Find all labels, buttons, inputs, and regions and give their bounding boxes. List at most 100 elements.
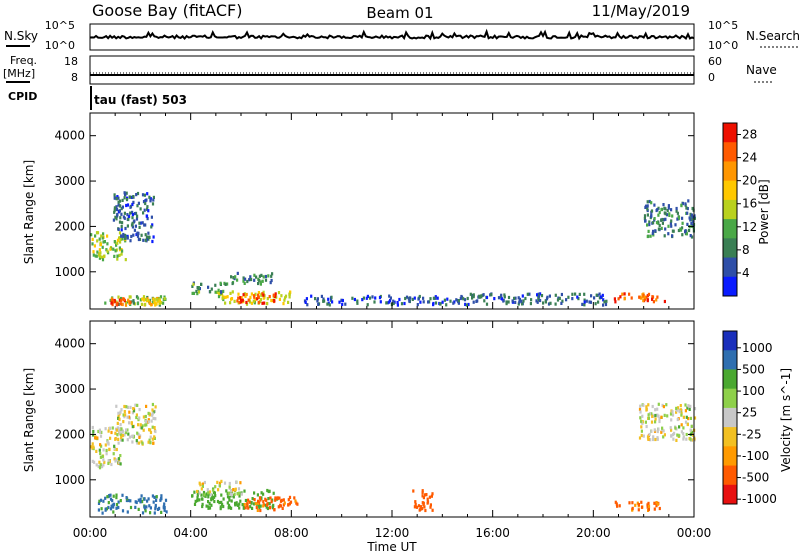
data-cell <box>669 221 672 225</box>
data-cell <box>634 503 637 507</box>
data-cell <box>425 493 428 497</box>
data-cell <box>674 223 677 227</box>
data-cell <box>105 452 108 456</box>
data-cell <box>155 495 158 499</box>
data-cell <box>152 195 155 199</box>
data-cell <box>143 193 146 197</box>
data-cell <box>524 296 527 301</box>
data-cell <box>110 430 113 435</box>
data-cell <box>125 198 129 202</box>
data-cell <box>96 239 99 243</box>
x-tick-label: 08:00 <box>274 526 309 540</box>
data-cell <box>163 508 166 512</box>
data-cell <box>646 200 649 204</box>
data-cell <box>115 197 118 201</box>
data-cell <box>637 503 640 507</box>
data-cell <box>269 281 272 285</box>
data-cell <box>684 403 687 407</box>
data-cell <box>104 508 107 512</box>
data-cell <box>646 213 649 217</box>
data-cell <box>428 495 431 499</box>
data-cell <box>143 223 146 227</box>
data-cell <box>602 303 605 307</box>
data-cell <box>258 274 261 278</box>
data-cell <box>101 511 104 515</box>
data-cell <box>118 430 121 434</box>
data-cell <box>140 302 143 306</box>
data-cell <box>121 430 124 434</box>
data-cell <box>578 292 581 296</box>
data-cell <box>654 420 657 424</box>
data-cell <box>218 484 221 488</box>
data-cell <box>140 494 143 498</box>
data-cell <box>104 427 107 431</box>
data-cell <box>691 218 694 222</box>
data-cell <box>216 499 220 504</box>
data-cell <box>269 496 272 500</box>
data-cell <box>418 508 421 512</box>
data-cell <box>284 296 287 300</box>
data-cell <box>432 296 435 300</box>
data-cell <box>241 298 244 302</box>
data-cell <box>120 427 123 431</box>
data-cell <box>118 253 121 257</box>
data-cell <box>681 216 684 220</box>
data-cell <box>162 504 165 509</box>
data-cell <box>614 300 617 304</box>
data-cell <box>228 498 231 502</box>
data-cell <box>116 421 119 425</box>
data-cell <box>121 438 124 442</box>
data-cell <box>91 237 94 241</box>
colorbar-tick-label: -100 <box>742 449 769 463</box>
data-cell <box>594 302 597 306</box>
data-cell <box>256 297 259 301</box>
data-cell <box>269 505 272 510</box>
data-cell <box>282 503 285 507</box>
data-cell <box>226 495 230 499</box>
data-cell <box>640 433 643 438</box>
data-cell <box>614 500 617 504</box>
data-cell <box>257 499 260 503</box>
data-cell <box>219 281 222 285</box>
data-cell <box>116 238 120 242</box>
freq-tick-top: 18 <box>64 55 78 68</box>
data-cell <box>119 302 122 306</box>
data-cell <box>233 492 236 496</box>
data-cell <box>692 220 695 224</box>
data-cell <box>147 497 150 501</box>
colorbar-tick-label: -500 <box>742 471 769 485</box>
data-cell <box>123 415 126 419</box>
data-cell <box>648 223 651 227</box>
data-cell <box>422 501 425 505</box>
data-cell <box>457 301 460 305</box>
data-cell <box>148 195 151 199</box>
velocity-scatter-data <box>90 402 697 515</box>
data-cell <box>93 460 96 464</box>
data-cell <box>682 426 685 430</box>
data-cell <box>230 499 233 503</box>
data-cell <box>235 480 238 484</box>
data-cell <box>274 294 277 298</box>
data-cell <box>344 302 347 306</box>
data-cell <box>150 303 153 307</box>
data-cell <box>230 275 233 279</box>
data-cell <box>147 231 150 235</box>
data-cell <box>120 252 123 256</box>
colorbar-frame <box>722 122 738 297</box>
data-cell <box>237 296 240 300</box>
data-cell <box>129 211 132 215</box>
data-cell <box>239 481 242 485</box>
data-cell <box>93 244 96 248</box>
data-cell <box>145 214 149 218</box>
data-cell <box>201 484 204 488</box>
data-cell <box>536 300 539 304</box>
data-cell <box>117 200 120 204</box>
data-cell <box>148 438 151 442</box>
velocity-colorbar-label-text: Velocity [m s^-1] <box>779 368 793 472</box>
data-cell <box>122 232 125 237</box>
data-cell <box>144 297 148 301</box>
data-cell <box>583 300 586 304</box>
data-cell <box>113 193 116 197</box>
data-cell <box>640 505 644 509</box>
data-cell <box>146 499 149 503</box>
